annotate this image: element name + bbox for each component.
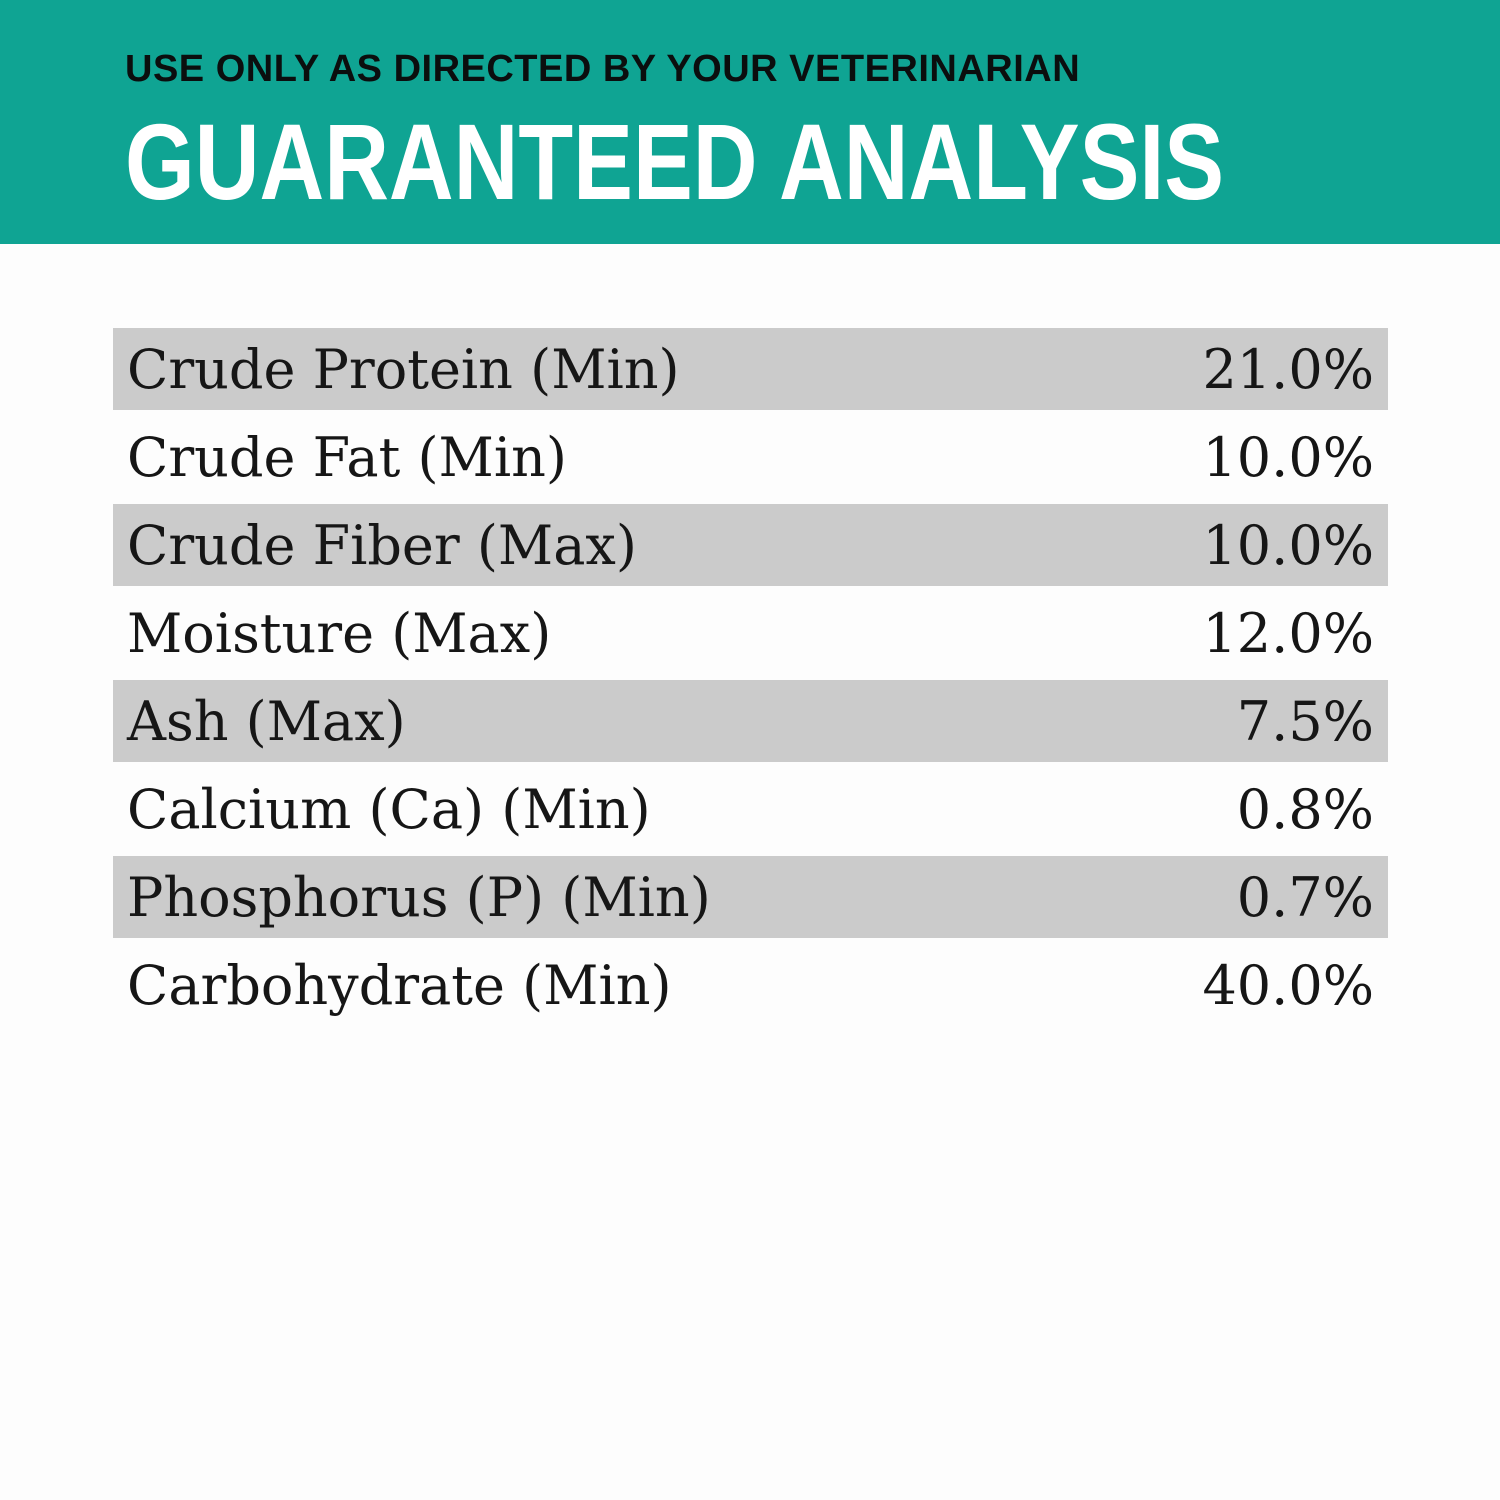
row-label: Calcium (Ca) (Min) <box>127 777 651 841</box>
row-value: 12.0% <box>1202 601 1374 665</box>
header-band: USE ONLY AS DIRECTED BY YOUR VETERINARIA… <box>0 0 1500 244</box>
row-label: Carbohydrate (Min) <box>127 953 672 1017</box>
row-value: 7.5% <box>1236 689 1374 753</box>
row-value: 40.0% <box>1202 953 1374 1017</box>
row-label: Phosphorus (P) (Min) <box>127 865 711 929</box>
row-label: Crude Protein (Min) <box>127 337 680 401</box>
row-value: 10.0% <box>1202 425 1374 489</box>
row-value: 0.8% <box>1236 777 1374 841</box>
table-row: Ash (Max) 7.5% <box>113 677 1388 765</box>
table-row: Phosphorus (P) (Min) 0.7% <box>113 853 1388 941</box>
row-label: Ash (Max) <box>127 689 406 753</box>
row-label: Crude Fiber (Max) <box>127 513 637 577</box>
veterinarian-directive-text: USE ONLY AS DIRECTED BY YOUR VETERINARIA… <box>125 48 1081 90</box>
row-label: Crude Fat (Min) <box>127 425 567 489</box>
row-value: 10.0% <box>1202 513 1374 577</box>
table-row: Crude Protein (Min) 21.0% <box>113 325 1388 413</box>
row-value: 0.7% <box>1236 865 1374 929</box>
page-title: GUARANTEED ANALYSIS <box>125 101 1225 222</box>
table-row: Carbohydrate (Min) 40.0% <box>113 941 1388 1029</box>
table-row: Calcium (Ca) (Min) 0.8% <box>113 765 1388 853</box>
table-row: Crude Fiber (Max) 10.0% <box>113 501 1388 589</box>
analysis-table: Crude Protein (Min) 21.0% Crude Fat (Min… <box>113 325 1388 1029</box>
table-row: Crude Fat (Min) 10.0% <box>113 413 1388 501</box>
table-row: Moisture (Max) 12.0% <box>113 589 1388 677</box>
row-value: 21.0% <box>1202 337 1374 401</box>
row-label: Moisture (Max) <box>127 601 552 665</box>
